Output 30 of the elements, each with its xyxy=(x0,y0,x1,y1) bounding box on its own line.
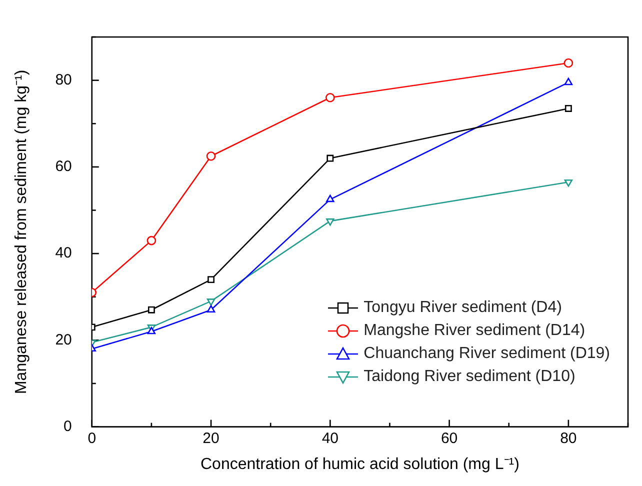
legend-label: Taidong River sediment (D10) xyxy=(364,368,576,386)
y-tick-label: 60 xyxy=(55,158,72,176)
legend-label: Mangshe River sediment (D14) xyxy=(364,322,586,340)
point xyxy=(326,154,334,162)
legend-label: Tongyu River sediment (D4) xyxy=(364,298,562,316)
x-tick-label: 60 xyxy=(440,430,458,447)
x-axis-title: Concentration of humic acid solution (mg L⁻¹) xyxy=(200,456,520,473)
point xyxy=(208,276,214,284)
y-tick-label: 0 xyxy=(64,418,72,435)
point xyxy=(326,92,335,102)
point xyxy=(564,104,572,112)
x-tick-label: 40 xyxy=(322,430,338,447)
point xyxy=(206,305,216,313)
point xyxy=(564,179,573,187)
y-tick-label: 20 xyxy=(55,331,72,348)
point xyxy=(326,194,334,202)
y-axis-title: Manganese released from sediment (mg kg⁻¹) xyxy=(13,70,30,394)
y-tick-label: 40 xyxy=(55,244,72,262)
point xyxy=(206,298,216,306)
point xyxy=(206,151,216,161)
x-tick-label: 0 xyxy=(88,430,96,447)
point xyxy=(146,236,156,246)
x-tick-label: 80 xyxy=(560,430,577,447)
point xyxy=(564,58,574,68)
point xyxy=(326,218,334,226)
x-tick-label: 20 xyxy=(202,430,220,447)
point xyxy=(564,78,573,86)
point xyxy=(148,306,155,314)
legend-label: Chuanchang River sediment (D19) xyxy=(364,344,610,362)
y-tick-label: 80 xyxy=(55,71,72,88)
